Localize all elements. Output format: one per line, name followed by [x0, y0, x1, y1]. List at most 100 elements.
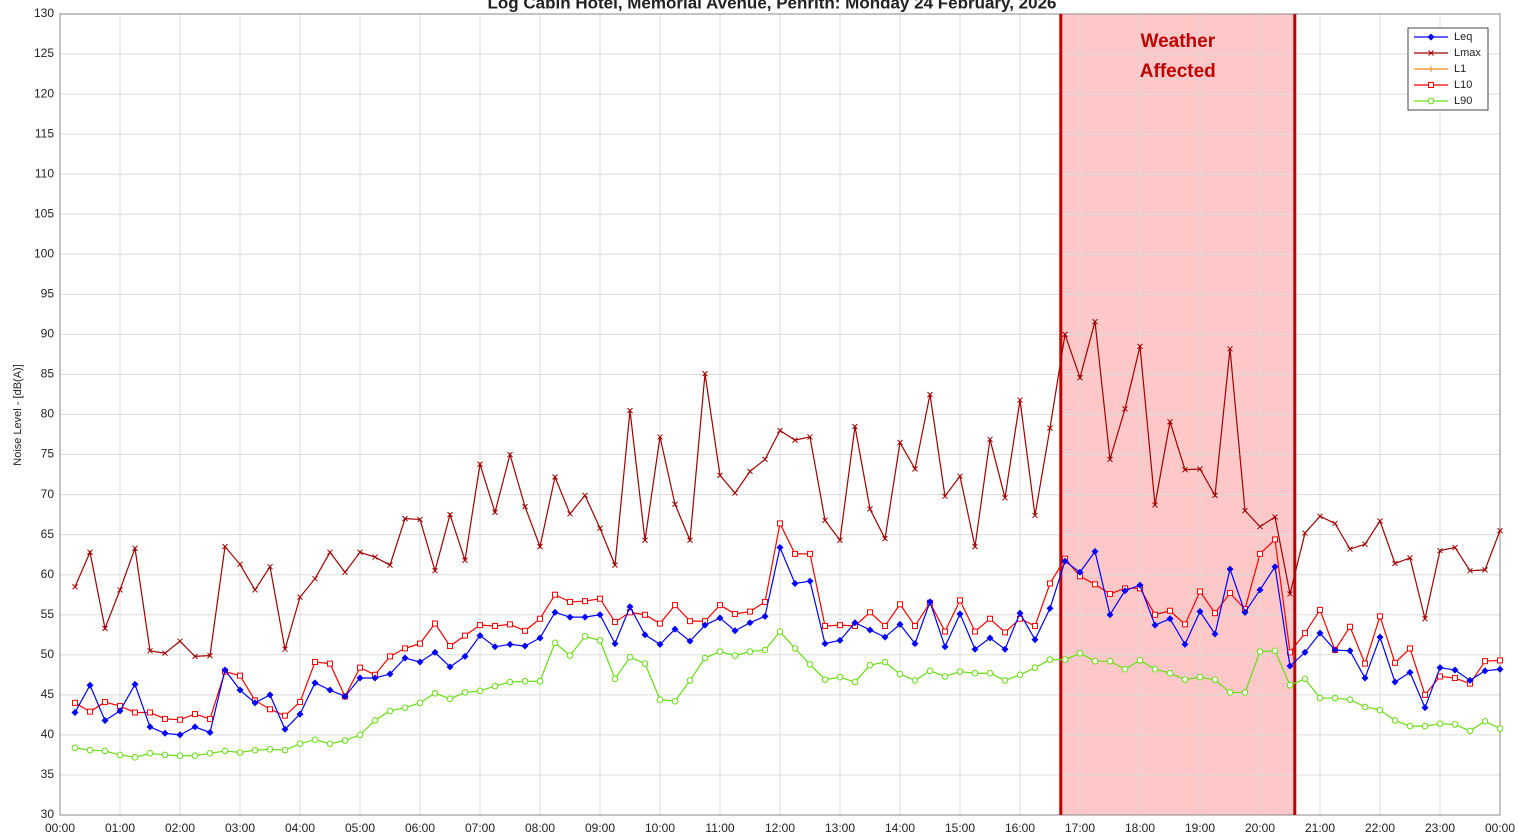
point: [1107, 590, 1113, 597]
point: [296, 740, 304, 748]
point: [1001, 677, 1009, 684]
point: [792, 550, 798, 557]
point: [446, 695, 454, 703]
point: [806, 661, 814, 668]
point: [251, 699, 259, 707]
point: [507, 621, 513, 628]
point: [702, 370, 708, 377]
point: [386, 670, 394, 678]
point: [881, 658, 889, 666]
point: [957, 473, 963, 480]
point: [372, 554, 378, 560]
point: [926, 598, 934, 606]
point: [672, 602, 678, 609]
point: [611, 675, 619, 683]
point: [1016, 609, 1024, 617]
point: [1167, 607, 1173, 614]
point: [387, 562, 393, 568]
point: [986, 669, 994, 677]
point: [1422, 691, 1428, 698]
x-tick-label: 22:00: [1365, 821, 1395, 835]
point: [461, 689, 469, 696]
point: [1437, 673, 1443, 680]
point: [431, 648, 439, 656]
point: [956, 668, 964, 675]
point: [611, 640, 619, 648]
point: [867, 506, 873, 512]
point: [401, 704, 409, 711]
point: [1211, 630, 1219, 638]
point: [942, 493, 948, 500]
point: [416, 658, 424, 666]
point: [222, 543, 228, 550]
point: [342, 569, 348, 576]
point: [867, 609, 873, 616]
point: [717, 602, 723, 609]
point: [897, 439, 903, 446]
point: [282, 646, 288, 653]
point: [1166, 669, 1174, 677]
point: [1376, 633, 1384, 641]
point: [1317, 513, 1323, 520]
point: [417, 516, 423, 523]
point: [1301, 675, 1309, 683]
point: [1406, 668, 1414, 676]
point: [1407, 555, 1413, 561]
point: [912, 622, 918, 629]
point: [117, 587, 123, 593]
point: [821, 640, 829, 648]
y-tick-label: 30: [41, 807, 55, 821]
point: [357, 549, 363, 556]
point: [1496, 725, 1504, 732]
point: [762, 598, 768, 605]
point: [237, 672, 243, 679]
point: [477, 622, 483, 629]
point: [462, 632, 468, 639]
point: [1151, 665, 1159, 673]
point: [1436, 720, 1444, 727]
point: [327, 549, 333, 556]
point: [521, 677, 529, 685]
point: [806, 577, 814, 585]
y-tick-label: 90: [41, 327, 55, 341]
point: [131, 754, 139, 761]
point: [582, 492, 588, 499]
point: [252, 587, 258, 593]
point: [1346, 647, 1354, 655]
point: [1272, 536, 1278, 543]
point: [116, 707, 124, 715]
point: [776, 543, 784, 551]
y-tick-label: 65: [41, 527, 55, 541]
point: [477, 461, 483, 468]
point: [1091, 657, 1099, 665]
point: [1047, 425, 1053, 431]
annotation: Weather: [1140, 31, 1215, 52]
x-tick-label: 17:00: [1065, 821, 1095, 835]
point: [1347, 546, 1353, 552]
point: [491, 682, 499, 690]
point: [1481, 667, 1489, 675]
point: [1287, 591, 1293, 597]
point: [1376, 706, 1384, 714]
point: [237, 561, 243, 568]
point: [1241, 608, 1249, 616]
point: [1106, 611, 1114, 619]
point: [191, 723, 199, 731]
point: [897, 601, 903, 608]
point: [326, 740, 334, 748]
point: [282, 712, 288, 719]
y-tick-label: 115: [35, 126, 54, 140]
x-tick-label: 01:00: [105, 821, 135, 835]
point: [701, 654, 709, 662]
x-tick-label: 19:00: [1185, 821, 1215, 835]
point: [1452, 675, 1458, 682]
point: [146, 723, 154, 731]
point: [356, 674, 364, 682]
point: [1301, 648, 1309, 656]
point: [672, 501, 678, 508]
y-tick-label: 120: [34, 86, 54, 100]
point: [1377, 518, 1383, 524]
point: [851, 678, 859, 686]
legend-label: Leq: [1454, 31, 1472, 43]
point: [402, 645, 408, 652]
